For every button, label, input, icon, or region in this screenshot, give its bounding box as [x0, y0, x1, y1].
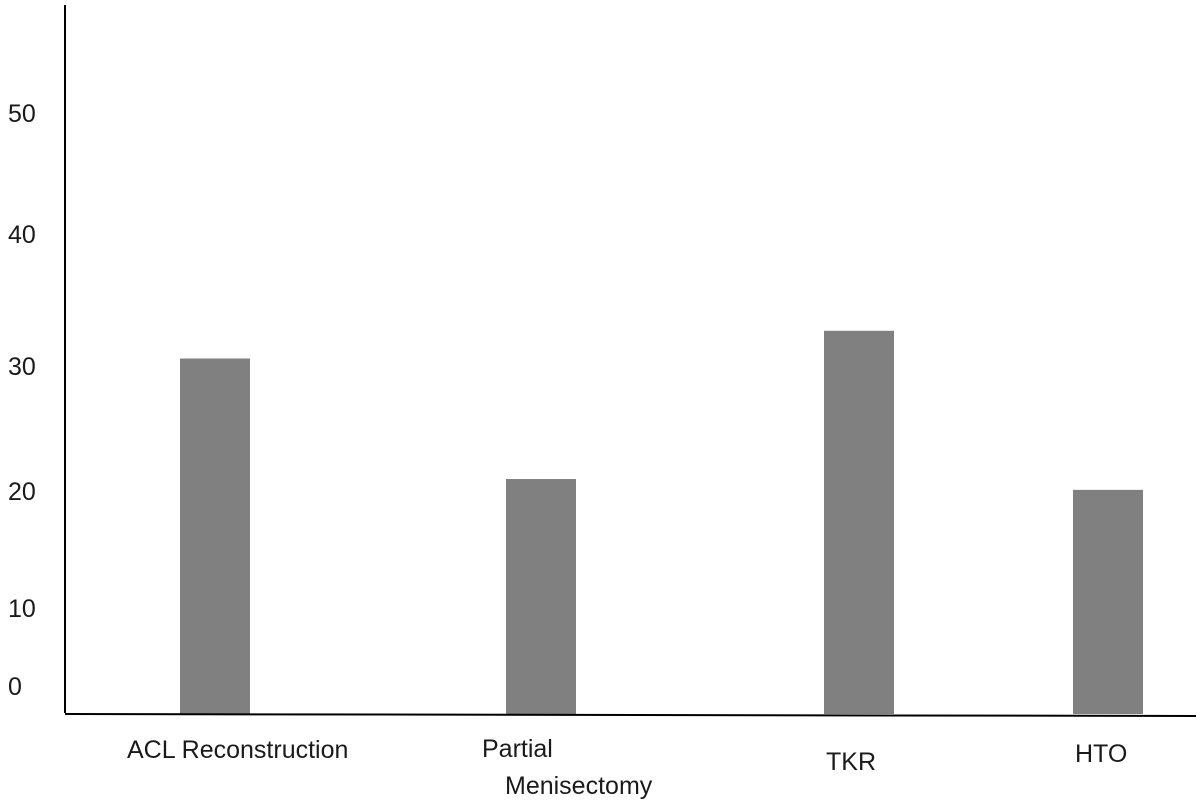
y-tick-label-30: 30 — [8, 353, 36, 381]
y-tick-labels: 0 10 20 30 40 50 — [8, 100, 36, 701]
y-tick-label-40: 40 — [8, 221, 36, 249]
x-category-label-2: TKR — [826, 748, 876, 776]
y-tick-label-50: 50 — [8, 100, 36, 128]
x-category-label-3: HTO — [1075, 740, 1127, 768]
x-category-label-line: HTO — [1075, 740, 1127, 768]
y-tick-label-10: 10 — [8, 595, 36, 623]
x-category-label-line: Partial — [482, 735, 553, 763]
x-category-label-0: ACL Reconstruction — [127, 736, 348, 764]
x-category-label-line: Menisectomy — [505, 772, 653, 800]
x-category-label-1: Partial Menisectomy — [482, 735, 653, 800]
x-category-label-line: TKR — [826, 748, 876, 776]
bars-layer — [180, 330, 1143, 714]
x-category-label-line: ACL Reconstruction — [127, 736, 348, 764]
bar-0 — [180, 358, 250, 714]
x-axis-line — [64, 713, 1197, 717]
x-category-labels: ACL Reconstruction Partial Menisectomy TKR H… — [127, 735, 1127, 800]
bar-2 — [824, 330, 894, 714]
bar-1 — [506, 479, 576, 714]
y-tick-label-0: 0 — [8, 673, 22, 701]
bar-3 — [1073, 489, 1143, 714]
y-tick-label-20: 20 — [8, 478, 36, 506]
